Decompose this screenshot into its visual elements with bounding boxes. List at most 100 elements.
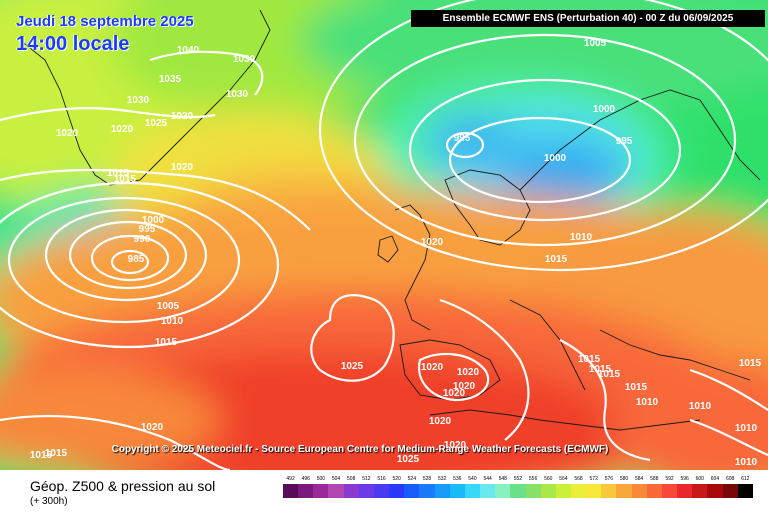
scale-swatch (555, 484, 571, 498)
scale-swatch (343, 484, 359, 498)
isobar-label: 1010 (689, 401, 712, 412)
isobar-label: 1000 (593, 104, 616, 115)
isobar-label: 1015 (589, 364, 612, 375)
isobar-label: 1025 (397, 454, 420, 465)
scale-value: 580 (619, 476, 629, 482)
scale-swatch (464, 484, 481, 498)
isobar-label: 1005 (584, 38, 607, 49)
scale-value: 584 (635, 476, 644, 482)
scale-value: 508 (347, 476, 356, 482)
isobar-label: 1015 (739, 358, 762, 369)
scale-value: 524 (407, 476, 416, 482)
scale-swatch (586, 484, 602, 498)
scale-value: 516 (377, 476, 386, 482)
scale-value: 592 (665, 476, 674, 482)
isobar-label: 1020 (171, 162, 194, 173)
scale-swatch (298, 484, 314, 498)
isobar-label: 1010 (735, 423, 758, 434)
isobar-label: 1015 (30, 450, 53, 461)
scale-swatch (601, 484, 617, 498)
scale-value: 552 (513, 476, 523, 482)
scale-swatch (358, 484, 374, 498)
isobar-label: 1020 (444, 440, 467, 451)
scale-value: 596 (680, 476, 689, 482)
isobar-label: 1020 (421, 362, 444, 373)
scale-value: 572 (589, 476, 598, 482)
scale-swatch (510, 484, 526, 498)
isobar-label: 1015 (598, 369, 621, 380)
scale-swatch (570, 484, 587, 498)
scale-swatch (419, 484, 435, 498)
weather-map: 1040 1035 1030 1030 1030 1025 1020 1020 1020 1020… (0, 0, 768, 470)
scale-swatch (283, 484, 299, 498)
isobar-label: 1015 (114, 174, 137, 185)
scale-value: 512 (362, 476, 371, 482)
isobars (0, 0, 768, 470)
isobar-label: 1025 (145, 118, 168, 129)
scale-swatch (434, 484, 450, 498)
copyright-notice: Copyright © 2025 Meteociel.fr - Source E… (111, 444, 609, 455)
color-scale-values: 492 496 500 504 508 512 516 520 524 528 532 536 540 5… (283, 476, 753, 482)
isobar-label: 1020 (141, 422, 164, 433)
isobar-label: 1005 (157, 301, 180, 312)
isobar-labels: 1040103510301030103010251020102010201020… (30, 38, 762, 468)
isobar-label: 1020 (429, 416, 452, 427)
model-info-box: Ensemble ECMWF ENS (Perturbation 40) - 0… (411, 10, 765, 27)
scale-swatch (707, 484, 723, 498)
scale-value: 492 (286, 476, 295, 482)
scale-value: 540 (468, 476, 477, 482)
isobar-label: 1020 (457, 367, 480, 378)
isobar-label: 1030 (226, 89, 249, 100)
isobar-label: 995 (139, 224, 156, 235)
color-scale-swatches (283, 484, 753, 498)
scale-value: 548 (498, 476, 507, 482)
isobar-label: 1020 (171, 111, 194, 122)
legend-bar: Géop. Z500 & pression au sol (+ 300h) 49… (0, 470, 768, 512)
legend-title: Géop. Z500 & pression au sol (30, 478, 216, 494)
scale-value: 608 (725, 476, 735, 482)
scale-value: 612 (741, 476, 750, 482)
isobar-label: 1000 (544, 153, 567, 164)
scale-swatch (722, 484, 738, 498)
scale-value: 500 (316, 476, 326, 482)
isobar-label: 1025 (341, 361, 364, 372)
forecast-date: Jeudi 18 septembre 2025 (16, 13, 194, 30)
scale-swatch (389, 484, 405, 498)
scale-swatch (313, 484, 329, 498)
isobar-label: 1010 (735, 457, 758, 468)
isobar-label: 1020 (443, 388, 466, 399)
legend-subtitle: (+ 300h) (30, 496, 68, 507)
isobar-label: 1030 (127, 95, 150, 106)
isobar-label: 995 (454, 133, 471, 144)
scale-value: 536 (453, 476, 462, 482)
scale-value: 504 (331, 476, 341, 482)
scale-value: 604 (710, 476, 720, 482)
isobar-label: 1010 (570, 232, 593, 243)
isobar-label: 1040 (177, 45, 200, 56)
isobar-label: 1030 (233, 54, 256, 65)
isobar-label: 1015 (107, 168, 130, 179)
isobar-label: 1035 (159, 74, 182, 85)
geopotential-field (0, 0, 768, 470)
scale-value: 528 (422, 476, 432, 482)
scale-swatch (540, 484, 556, 498)
color-scale: 492 496 500 504 508 512 516 520 524 528 532 536 540 5… (283, 476, 753, 498)
scale-value: 556 (528, 476, 538, 482)
scale-swatch (631, 484, 647, 498)
isobar-label: 1020 (111, 124, 134, 135)
scale-swatch (404, 484, 420, 498)
scale-value: 532 (437, 476, 447, 482)
scale-swatch (525, 484, 541, 498)
map-canvas: 1040103510301030103010251020102010201020… (0, 0, 768, 470)
scale-swatch (328, 484, 344, 498)
scale-value: 564 (559, 476, 568, 482)
isobar-label: 1015 (545, 254, 568, 265)
scale-swatch (480, 484, 496, 498)
isobar-label: 1015 (578, 354, 601, 365)
scale-swatch (616, 484, 632, 498)
scale-swatch (737, 484, 753, 498)
isobar-label: 995 (616, 136, 633, 147)
scale-swatch (646, 484, 662, 498)
scale-swatch (661, 484, 678, 498)
isobar-label: 1015 (45, 448, 68, 459)
